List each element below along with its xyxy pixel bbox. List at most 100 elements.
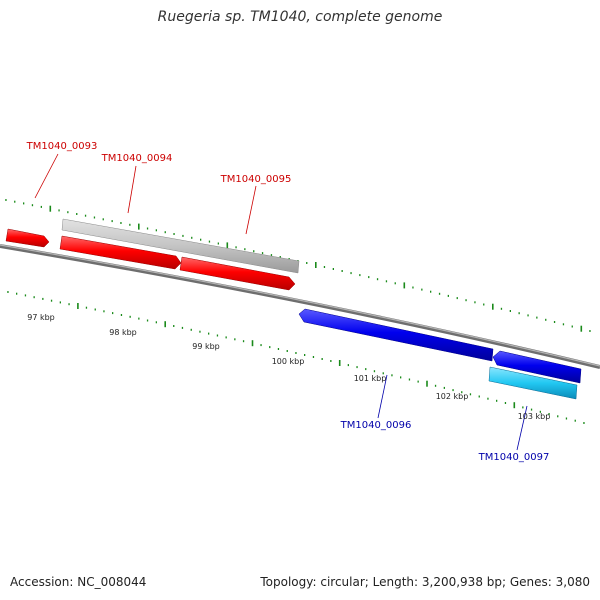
gene-arrow-TM1040_0095[interactable] [179, 256, 296, 291]
minor-tick [359, 274, 361, 277]
gene-label-TM1040_0097[interactable]: TM1040_0097 [478, 452, 550, 463]
minor-tick [277, 348, 280, 350]
minor-tick [456, 297, 458, 300]
minor-tick [93, 216, 96, 219]
minor-tick [412, 286, 414, 289]
minor-tick [199, 330, 201, 333]
minor-tick [461, 391, 463, 394]
minor-tick [76, 213, 78, 215]
minor-tick [7, 291, 9, 293]
tick-label: 101 kbp [354, 374, 387, 383]
minor-tick [562, 323, 565, 326]
minor-tick [112, 312, 114, 315]
tick-label: 98 kbp [109, 328, 137, 337]
minor-tick [16, 292, 18, 295]
major-tick [77, 303, 79, 309]
minor-tick [478, 395, 480, 398]
gene-label-TM1040_0093[interactable]: TM1040_0093 [26, 141, 98, 152]
major-tick [513, 402, 516, 409]
gene-arrow-TM1040_0097[interactable] [492, 350, 582, 384]
minor-tick [103, 310, 105, 313]
minor-tick [350, 272, 352, 275]
gene-label-TM1040_0094[interactable]: TM1040_0094 [101, 153, 173, 164]
minor-tick [31, 204, 34, 207]
minor-tick [574, 419, 576, 422]
minor-tick [312, 356, 315, 358]
minor-tick [553, 321, 556, 323]
gene-label-TM1040_0096[interactable]: TM1040_0096 [340, 420, 412, 431]
gene-label-TM1040_0095[interactable]: TM1040_0095 [220, 174, 292, 185]
minor-tick [527, 314, 529, 317]
minor-tick [373, 370, 376, 373]
major-tick [226, 242, 229, 249]
minor-tick [59, 301, 61, 304]
minor-tick [487, 397, 489, 400]
minor-tick [474, 301, 476, 304]
major-tick [580, 325, 583, 332]
tick-label: 103 kbp [518, 412, 551, 421]
minor-tick [173, 233, 175, 235]
minor-tick [539, 410, 541, 413]
minor-tick [102, 218, 104, 221]
minor-tick [295, 352, 297, 354]
minor-tick [500, 307, 503, 310]
gene-arrow-TM1040_0094[interactable] [59, 235, 182, 270]
minor-tick [200, 238, 202, 241]
minor-tick [181, 326, 184, 329]
minor-tick [522, 406, 524, 409]
minor-tick [50, 299, 53, 302]
minor-tick [58, 209, 60, 212]
minor-tick [421, 288, 423, 291]
minor-tick [469, 393, 472, 396]
minor-tick [155, 321, 157, 324]
minor-tick [430, 290, 432, 293]
major-tick [426, 380, 428, 387]
minor-tick [400, 376, 402, 379]
minor-tick [408, 378, 411, 381]
major-tick [138, 223, 140, 230]
minor-tick [530, 408, 533, 411]
minor-tick [67, 211, 69, 214]
minor-tick [261, 252, 264, 255]
minor-tick [84, 214, 87, 217]
minor-tick [217, 242, 219, 245]
minor-tick [191, 236, 193, 239]
minor-tick [447, 294, 449, 297]
minor-tick [225, 336, 227, 339]
minor-tick [269, 346, 271, 349]
minor-tick [483, 303, 485, 306]
minor-tick [438, 292, 441, 295]
minor-tick [94, 308, 96, 311]
minor-tick [417, 380, 419, 383]
gene-arrow-TM1040_0096[interactable] [298, 308, 494, 362]
minor-tick [173, 325, 175, 327]
minor-tick [216, 334, 219, 337]
cyan-feature-bar[interactable] [488, 366, 578, 400]
minor-tick [323, 266, 326, 268]
minor-tick [33, 296, 35, 299]
minor-tick [208, 240, 211, 243]
tick-label: 99 kbp [192, 342, 220, 351]
accession-text: Accession: NC_008044 [10, 575, 147, 589]
minor-tick [235, 246, 237, 249]
minor-tick [146, 319, 149, 322]
tick-label: 102 kbp [436, 392, 469, 401]
minor-tick [23, 202, 25, 205]
minor-tick [111, 220, 113, 223]
minor-tick [518, 312, 520, 315]
grey-feature-bar[interactable] [61, 218, 300, 274]
major-tick [492, 303, 494, 310]
minor-tick [155, 229, 157, 232]
gene-arrow-TM1040_0093[interactable] [5, 228, 50, 248]
minor-tick [356, 366, 358, 369]
major-tick [49, 205, 52, 212]
minor-tick [465, 299, 467, 302]
minor-tick [129, 315, 131, 318]
minor-tick [382, 372, 384, 375]
minor-tick [120, 314, 123, 316]
minor-tick [545, 318, 547, 321]
minor-tick [40, 205, 42, 208]
minor-tick [452, 389, 454, 392]
major-tick [403, 282, 406, 289]
